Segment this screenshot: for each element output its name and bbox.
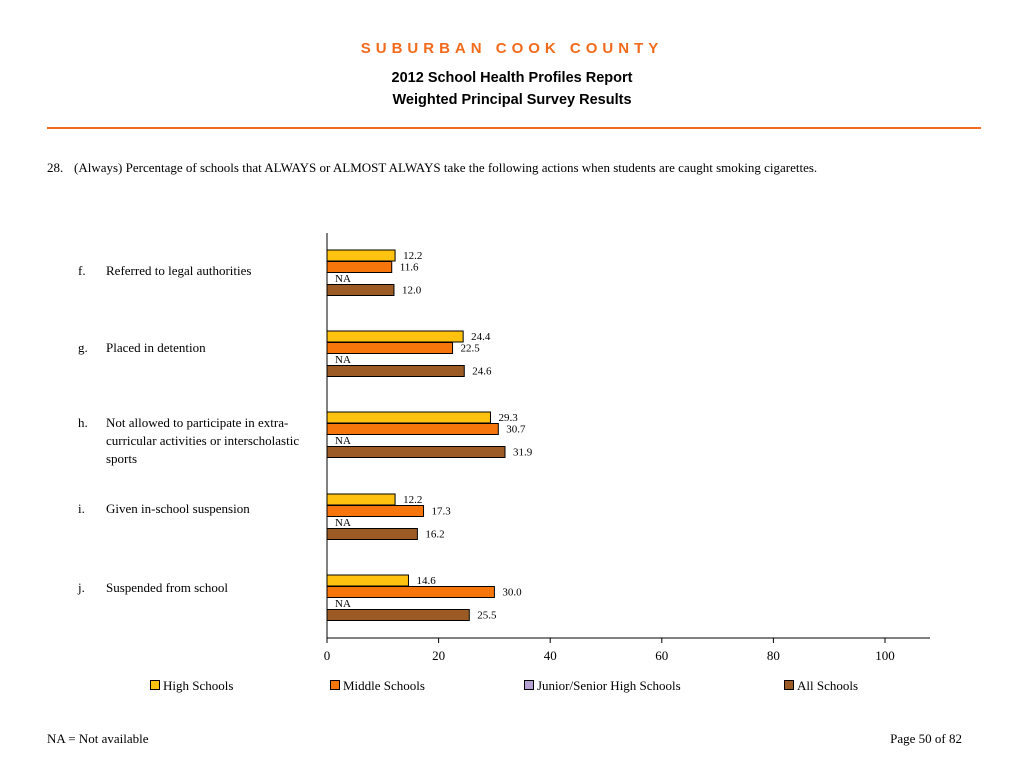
category-text: Referred to legal authorities [106,263,252,278]
legend-label: Junior/Senior High Schools [537,678,681,693]
data-label: 22.5 [461,343,481,355]
data-label: 12.0 [402,285,422,297]
bar [326,493,396,506]
category-letter: f. [78,263,86,278]
bar [326,284,395,296]
na-label: NA [335,517,351,529]
bar [326,249,396,262]
legend-swatch [330,680,340,690]
page-number: Page 50 of 82 [890,731,962,746]
legend-label: All Schools [797,678,859,693]
data-label: 17.3 [432,506,452,518]
data-label: 24.4 [471,331,491,343]
data-label: 30.0 [502,587,522,599]
question-body: (Always) Percentage of schools that ALWA… [74,160,818,175]
category-label: j. Suspended from school [78,579,323,597]
data-label: 12.2 [403,494,422,506]
chart-legend: High Schools Middle Schools Junior/Senior … [0,678,1024,696]
category-label: f. Referred to legal authorities [78,262,323,280]
category-letter: i. [78,501,85,516]
legend-item: All Schools [784,678,858,694]
footer-note: NA = Not available [47,731,149,746]
category-letter: g. [78,340,88,355]
data-label: 24.6 [472,366,492,378]
bar [326,505,425,517]
header-divider [47,127,981,129]
category-letter: j. [78,580,85,595]
data-label: 11.6 [400,262,419,274]
x-tick-label: 0 [324,648,331,663]
x-tick-label: 60 [655,648,668,663]
data-label: 31.9 [513,447,533,459]
category-letter: h. [78,415,88,430]
legend-swatch [150,680,160,690]
county-title: SUBURBAN COOK COUNTY [360,40,664,57]
legend-item: Junior/Senior High Schools [524,678,681,694]
category-label: g. Placed in detention [78,339,323,357]
bar [326,446,506,458]
bar [326,342,454,354]
question-number: 28. [47,160,64,175]
legend-item: Middle Schools [330,678,425,694]
category-text: Not allowed to participate in extra-curr… [106,415,300,466]
bar [326,365,465,377]
legend-swatch [524,680,534,690]
x-tick-label: 100 [875,648,895,663]
data-label: 29.3 [498,412,518,424]
x-tick-label: 40 [544,648,557,663]
x-tick-label: 80 [767,648,780,663]
category-label: h. Not allowed to participate in extra-cu… [78,414,323,468]
bar [326,574,409,587]
bar [326,330,464,343]
bar [326,411,491,424]
bar [326,586,495,598]
data-label: 14.6 [416,575,436,587]
na-label: NA [335,273,351,285]
report-title: 2012 School Health Profiles Report [391,70,633,86]
bar [326,528,418,540]
question-text: 28. (Always) Percentage of schools that A… [47,160,987,176]
na-label: NA [335,598,351,610]
data-label: 30.7 [506,424,526,436]
legend-label: Middle Schools [343,678,425,693]
bar [326,609,470,621]
bar [326,261,393,273]
category-text: Suspended from school [106,580,229,595]
category-text: Given in-school suspension [106,501,250,516]
legend-swatch [784,680,794,690]
na-label: NA [335,354,351,366]
data-label: 12.2 [403,250,422,262]
na-label: NA [335,435,351,447]
data-label: 25.5 [477,610,497,622]
report-subtitle: Weighted Principal Survey Results [392,92,632,108]
legend-label: High Schools [163,678,234,693]
bar [326,423,499,435]
legend-item: High Schools [150,678,233,694]
category-text: Placed in detention [106,340,206,355]
data-label: 16.2 [425,529,444,541]
category-label: i. Given in-school suspension [78,500,323,518]
x-tick-label: 20 [432,648,445,663]
